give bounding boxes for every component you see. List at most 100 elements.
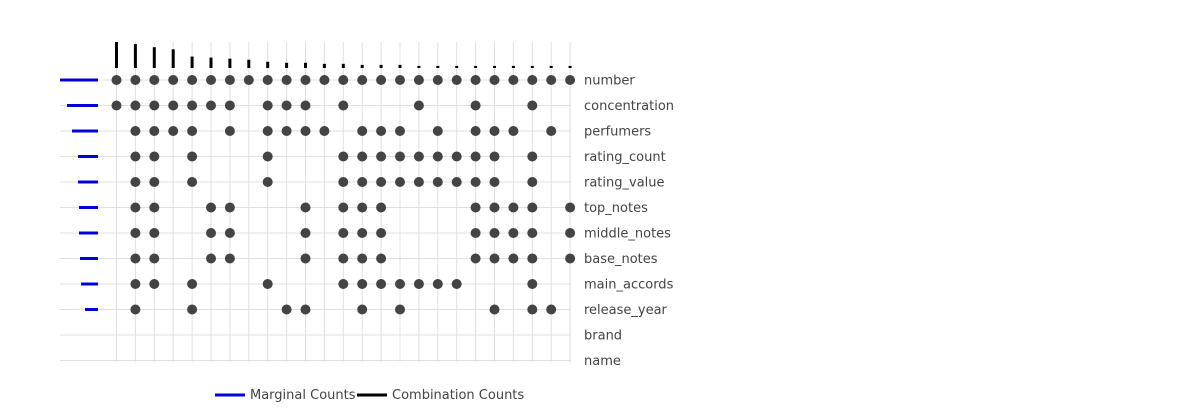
matrix-dot[interactable] <box>300 304 311 315</box>
matrix-dot[interactable] <box>130 304 141 315</box>
legend-item-combination[interactable]: Combination Counts <box>357 388 524 403</box>
legend[interactable]: Marginal Counts Combination Counts <box>215 388 524 403</box>
matrix-dot[interactable] <box>149 177 160 187</box>
matrix-dot[interactable] <box>300 202 311 213</box>
matrix-dot[interactable] <box>262 177 273 187</box>
matrix-dot[interactable] <box>130 151 141 162</box>
matrix-dot[interactable] <box>527 177 538 187</box>
matrix-dot[interactable] <box>206 253 216 264</box>
matrix-dot[interactable] <box>489 253 500 264</box>
matrix-dot[interactable] <box>338 253 349 264</box>
legend-item-marginal[interactable]: Marginal Counts <box>215 388 356 403</box>
matrix-dot[interactable] <box>149 253 160 264</box>
matrix-dot[interactable] <box>395 177 405 187</box>
matrix-dot[interactable] <box>130 100 141 111</box>
matrix-dot[interactable] <box>413 177 424 187</box>
matrix-dot[interactable] <box>470 177 481 187</box>
matrix-dot[interactable] <box>130 279 141 289</box>
matrix-dot[interactable] <box>149 151 160 162</box>
matrix-dot[interactable] <box>395 304 405 315</box>
matrix-dot[interactable] <box>206 228 216 238</box>
matrix-dot[interactable] <box>395 151 405 162</box>
matrix-dot[interactable] <box>508 228 519 238</box>
matrix-dot[interactable] <box>357 151 368 162</box>
matrix-dot[interactable] <box>376 177 387 187</box>
matrix-dot[interactable] <box>149 279 160 289</box>
matrix-dot[interactable] <box>489 75 500 85</box>
matrix-dot[interactable] <box>281 304 292 315</box>
matrix-dot[interactable] <box>527 228 538 238</box>
matrix-dot[interactable] <box>281 75 292 85</box>
matrix-dot[interactable] <box>395 279 405 289</box>
matrix-dot[interactable] <box>527 304 538 315</box>
matrix-dot[interactable] <box>565 75 576 85</box>
matrix-dot[interactable] <box>281 100 292 111</box>
matrix-dot[interactable] <box>187 126 198 136</box>
matrix-dot[interactable] <box>357 177 368 187</box>
matrix-dot[interactable] <box>432 151 443 162</box>
matrix-dot[interactable] <box>224 253 235 264</box>
matrix-dot[interactable] <box>224 100 235 111</box>
matrix-dot[interactable] <box>187 304 198 315</box>
matrix-dot[interactable] <box>565 253 576 264</box>
matrix-dot[interactable] <box>470 75 481 85</box>
matrix-dot[interactable] <box>470 253 481 264</box>
matrix-dot[interactable] <box>527 202 538 213</box>
matrix-dot[interactable] <box>546 126 557 136</box>
matrix-dot[interactable] <box>130 228 141 238</box>
matrix-dot[interactable] <box>206 202 216 213</box>
matrix-dot[interactable] <box>338 177 349 187</box>
matrix-dot[interactable] <box>338 202 349 213</box>
matrix-dot[interactable] <box>527 100 538 111</box>
matrix-dot[interactable] <box>262 279 273 289</box>
matrix-dot[interactable] <box>262 151 273 162</box>
matrix-dot[interactable] <box>224 75 235 85</box>
matrix-dot[interactable] <box>546 75 557 85</box>
matrix-dot[interactable] <box>338 75 349 85</box>
matrix-dot[interactable] <box>338 228 349 238</box>
matrix-dot[interactable] <box>149 228 160 238</box>
matrix-dot[interactable] <box>527 151 538 162</box>
matrix-dot[interactable] <box>319 75 330 85</box>
matrix-dot[interactable] <box>376 151 387 162</box>
matrix-dot[interactable] <box>376 126 387 136</box>
matrix-dot[interactable] <box>149 202 160 213</box>
matrix-dot[interactable] <box>357 253 368 264</box>
matrix-dot[interactable] <box>262 75 273 85</box>
matrix-dot[interactable] <box>451 177 462 187</box>
matrix-dot[interactable] <box>470 228 481 238</box>
matrix-dot[interactable] <box>508 126 519 136</box>
matrix-dot[interactable] <box>319 126 330 136</box>
matrix-dot[interactable] <box>565 202 576 213</box>
matrix-dot[interactable] <box>470 126 481 136</box>
matrix-dot[interactable] <box>187 177 198 187</box>
matrix-dot[interactable] <box>300 253 311 264</box>
matrix-dot[interactable] <box>130 177 141 187</box>
matrix-dot[interactable] <box>413 151 424 162</box>
matrix-dot[interactable] <box>489 304 500 315</box>
matrix-dot[interactable] <box>206 100 216 111</box>
matrix-dot[interactable] <box>432 75 443 85</box>
matrix-dot[interactable] <box>376 75 387 85</box>
matrix-dot[interactable] <box>206 75 216 85</box>
matrix-dot[interactable] <box>262 126 273 136</box>
matrix-dot[interactable] <box>168 75 179 85</box>
matrix-dot[interactable] <box>489 202 500 213</box>
matrix-dot[interactable] <box>357 279 368 289</box>
matrix-dot[interactable] <box>111 75 122 85</box>
matrix-dot[interactable] <box>451 75 462 85</box>
matrix-dot[interactable] <box>470 151 481 162</box>
matrix-dot[interactable] <box>489 228 500 238</box>
matrix-dot[interactable] <box>111 100 122 111</box>
matrix-dot[interactable] <box>527 279 538 289</box>
matrix-dot[interactable] <box>489 151 500 162</box>
matrix-dot[interactable] <box>338 151 349 162</box>
matrix-dot[interactable] <box>413 100 424 111</box>
matrix-dot[interactable] <box>470 100 481 111</box>
matrix-dot[interactable] <box>149 100 160 111</box>
matrix-dot[interactable] <box>224 126 235 136</box>
matrix-dot[interactable] <box>357 75 368 85</box>
matrix-dot[interactable] <box>168 100 179 111</box>
matrix-dot[interactable] <box>243 75 254 85</box>
matrix-dot[interactable] <box>489 126 500 136</box>
